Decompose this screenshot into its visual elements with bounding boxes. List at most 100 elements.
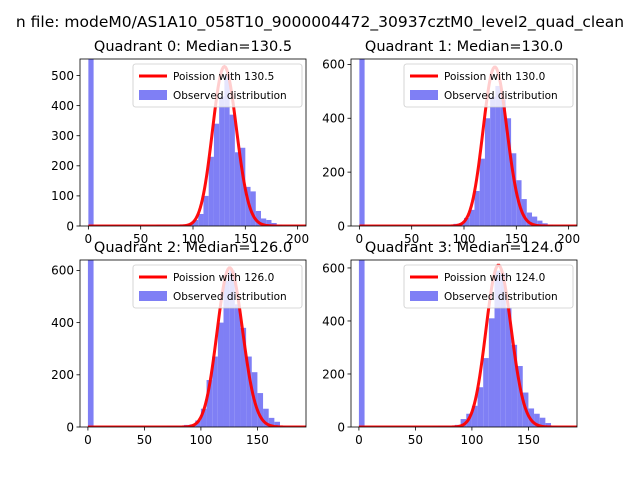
quadrant-1-xtick-label-2: 100 — [453, 232, 476, 246]
quadrant-1-panel: 0 50 100 150 200 0 200 400 600 Quadrant 1: Median… — [322, 39, 580, 246]
quadrant-3-ytick-label-1: 200 — [322, 367, 345, 381]
quadrant-1-hist-bar-32 — [526, 212, 533, 226]
quadrant-2-hist-bar-21 — [206, 380, 213, 427]
quadrant-0-hist-bar-27 — [229, 114, 235, 226]
quadrant-1-legend-hist-swatch — [410, 90, 438, 100]
quadrant-0-ytick-label-1: 100 — [51, 189, 74, 203]
quadrant-1-legend-poisson-label: Poission with 130.0 — [444, 71, 545, 83]
quadrant-2-xtick-label-1: 50 — [137, 433, 152, 447]
quadrant-1-xtick-label-3: 150 — [505, 232, 528, 246]
quadrant-0-hist-bar-32 — [255, 210, 262, 226]
quadrant-0-legend-hist-swatch — [139, 90, 167, 100]
quadrant-2-legend-hist-swatch — [139, 291, 167, 301]
quadrant-3-hist-bar-26 — [505, 307, 512, 427]
quadrant-3-xtick-label-2: 100 — [460, 433, 483, 447]
quadrant-2-ytick-label-0: 0 — [66, 420, 74, 434]
quadrant-2-hist-bar-33 — [274, 421, 281, 427]
quadrant-3-hist-bar-31 — [534, 413, 540, 427]
quadrant-2-legend-box — [132, 264, 303, 309]
quadrant-2-hist-bar-26 — [234, 304, 241, 427]
quadrant-2-hist-bar-30 — [257, 393, 264, 427]
quadrant-2-legend: Poission with 126.0 Observed distribution — [132, 264, 303, 309]
quadrant-3-hist-bar-23 — [488, 318, 495, 427]
quadrant-0-hist-bar-0 — [88, 59, 94, 226]
quadrant-2-hist-bar-28 — [246, 356, 252, 427]
quadrant-2-hist-bar-20 — [200, 408, 207, 427]
quadrant-3-hist-bar-32 — [539, 417, 546, 427]
quadrant-0-xtick-label-2: 100 — [182, 232, 205, 246]
quadrant-3-xtick-label-3: 150 — [517, 433, 540, 447]
quadrant-2-hist-bar-19 — [195, 420, 201, 427]
quadrant-3-hist-bar-28 — [517, 366, 523, 427]
quadrant-2-ytick-label-2: 400 — [51, 316, 74, 330]
quadrant-0-legend: Poission with 130.5 Observed distribution — [132, 63, 303, 108]
quadrant-1-hist-bar-0 — [359, 59, 365, 226]
quadrant-3-hist-bar-22 — [483, 358, 489, 427]
quadrant-1-ytick-label-3: 600 — [322, 58, 345, 72]
quadrant-1-hist-bar-33 — [532, 216, 538, 226]
quadrant-1-legend-box — [403, 63, 574, 108]
quadrant-0-hist-bar-21 — [198, 213, 204, 226]
quadrant-1-legend: Poission with 130.0 Observed distribution — [403, 63, 574, 108]
quadrant-3-hist-bar-20 — [471, 405, 478, 427]
quadrant-0-legend-poisson-label: Poission with 130.5 — [173, 71, 274, 83]
quadrant-0-legend-observed-label: Observed distribution — [173, 90, 287, 102]
quadrant-3-hist-bar-0 — [358, 260, 365, 427]
quadrant-2-axes-frame — [79, 259, 307, 428]
quadrant-1-hist-bar-23 — [479, 158, 485, 226]
quadrant-1-xtick-label-0: 0 — [356, 232, 364, 246]
quadrant-3-ytick-label-2: 400 — [322, 314, 345, 328]
quadrant-1-hist-bar-21 — [469, 209, 475, 226]
quadrant-3-hist-bar-21 — [477, 387, 484, 427]
quadrant-3-xtick-label-1: 50 — [408, 433, 423, 447]
quadrant-0-ytick-label-4: 400 — [51, 99, 74, 113]
quadrant-0-ytick-label-0: 0 — [66, 219, 74, 233]
quadrant-0-ytick-label-5: 500 — [51, 69, 74, 83]
quadrant-2-histogram — [87, 260, 297, 427]
quadrant-3-hist-bar-24 — [494, 270, 501, 427]
quadrant-0-ytick-label-3: 300 — [51, 129, 74, 143]
quadrant-0-hist-bar-31 — [250, 191, 256, 226]
quadrant-1-ytick-label-1: 200 — [322, 165, 345, 179]
quadrant-2-xtick-label-0: 0 — [84, 433, 92, 447]
quadrant-1-hist-bar-20 — [464, 217, 470, 226]
quadrant-2-legend-observed-label: Observed distribution — [173, 291, 287, 303]
quadrant-3-legend-observed-label: Observed distribution — [444, 291, 558, 303]
quadrant-0-hist-bar-22 — [203, 195, 209, 226]
quadrant-1-hist-bar-27 — [500, 99, 506, 226]
quadrant-3-legend-poisson-label: Poission with 124.0 — [444, 272, 545, 284]
quadrant-2-panel: 0 50 100 150 0 200 400 600 Quadrant 2: Median=12… — [51, 240, 307, 447]
quadrant-1-hist-bar-31 — [521, 199, 527, 226]
quadrant-2-hist-bar-0 — [87, 260, 94, 427]
quadrant-1-ytick-label-2: 400 — [322, 112, 345, 126]
quadrant-3-xtick-label-0: 0 — [355, 433, 363, 447]
quadrant-0-hist-bar-25 — [219, 96, 225, 226]
quadrant-3-hist-bar-27 — [511, 344, 518, 427]
quadrant-2-hist-bar-25 — [229, 270, 235, 427]
quadrant-0-hist-bar-24 — [213, 123, 220, 226]
quadrant-1-ytick-label-0: 0 — [337, 219, 345, 233]
quadrant-1-xtick-label-4: 200 — [557, 232, 580, 246]
quadrant-3-ytick-label-3: 600 — [322, 261, 345, 275]
quadrant-0-hist-bar-20 — [193, 219, 199, 226]
quadrant-1-xtick-label-1: 50 — [404, 232, 419, 246]
quadrant-3-title: Quadrant 3: Median=124.0 — [365, 240, 563, 256]
quadrant-2-hist-bar-32 — [268, 417, 275, 427]
quadrant-0-hist-bar-23 — [208, 156, 214, 226]
quadrant-2-ytick-label-1: 200 — [51, 368, 74, 382]
quadrant-2-poisson-curve — [87, 266, 306, 427]
quadrant-1-hist-bar-28 — [505, 118, 512, 226]
quadrant-1-hist-bar-26 — [495, 85, 501, 226]
quadrant-0-hist-bar-26 — [224, 75, 230, 226]
quadrant-1-title: Quadrant 1: Median=130.0 — [365, 39, 563, 55]
quadrant-3-hist-bar-33 — [545, 423, 552, 427]
quadrant-3-hist-bar-25 — [500, 273, 506, 427]
quadrant-0-xtick-label-0: 0 — [85, 232, 93, 246]
quadrant-0-hist-bar-33 — [261, 218, 267, 226]
quadrant-2-hist-bar-31 — [263, 408, 269, 427]
quadrant-2-legend-poisson-label: Poission with 126.0 — [173, 272, 274, 284]
quadrant-2-ytick-label-3: 600 — [51, 264, 74, 278]
quadrant-0-hist-bar-28 — [234, 152, 241, 226]
quadrant-1-hist-bar-34 — [537, 220, 543, 226]
